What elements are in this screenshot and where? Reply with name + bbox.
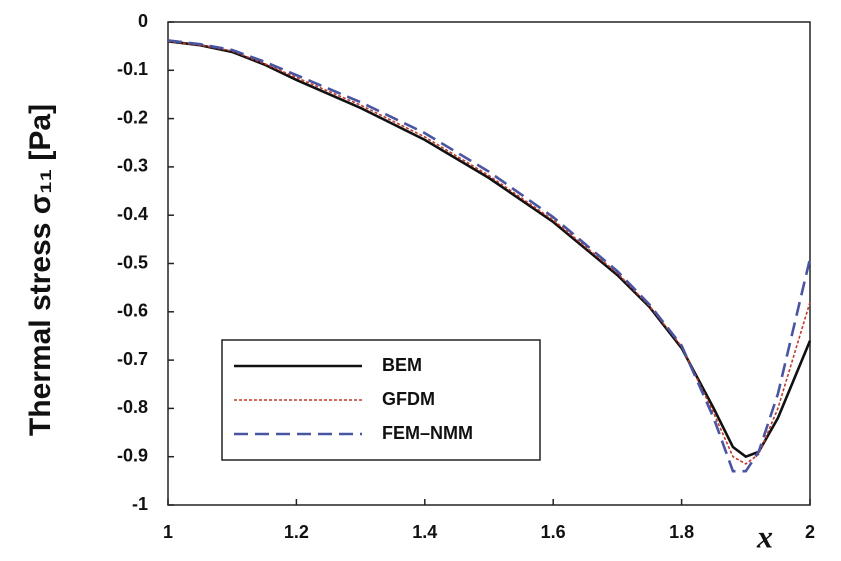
y-tick-label: -0.4 bbox=[117, 204, 148, 224]
x-axis-label: x bbox=[756, 518, 773, 554]
y-axis-label: Thermal stress σ₁₁ [Pa] bbox=[24, 104, 57, 436]
legend-label: GFDM bbox=[382, 389, 435, 409]
y-tick-label: -0.3 bbox=[117, 156, 148, 176]
series-line bbox=[167, 39, 812, 473]
y-tick-label: 0 bbox=[138, 11, 148, 31]
y-tick-label: -1 bbox=[132, 494, 148, 514]
x-tick-label: 1.2 bbox=[284, 522, 309, 542]
y-tick-label: -0.2 bbox=[117, 107, 148, 127]
x-tick-label: 1.8 bbox=[669, 522, 694, 542]
legend-label: BEM bbox=[382, 355, 422, 375]
y-tick-label: -0.5 bbox=[117, 252, 148, 272]
y-tick-label: -0.8 bbox=[117, 397, 148, 417]
y-tick-label: -0.1 bbox=[117, 59, 148, 79]
y-tick-label: -0.7 bbox=[117, 349, 148, 369]
x-tick-label: 1.6 bbox=[541, 522, 566, 542]
legend-label: FEM–NMM bbox=[382, 423, 473, 443]
series-line bbox=[167, 40, 812, 459]
x-tick-label: 1 bbox=[163, 522, 173, 542]
y-tick-label: -0.9 bbox=[117, 445, 148, 465]
x-tick-label: 2 bbox=[805, 522, 815, 542]
x-tick-label: 1.4 bbox=[412, 522, 437, 542]
y-tick-label: -0.6 bbox=[117, 301, 148, 321]
series-line bbox=[167, 40, 811, 465]
